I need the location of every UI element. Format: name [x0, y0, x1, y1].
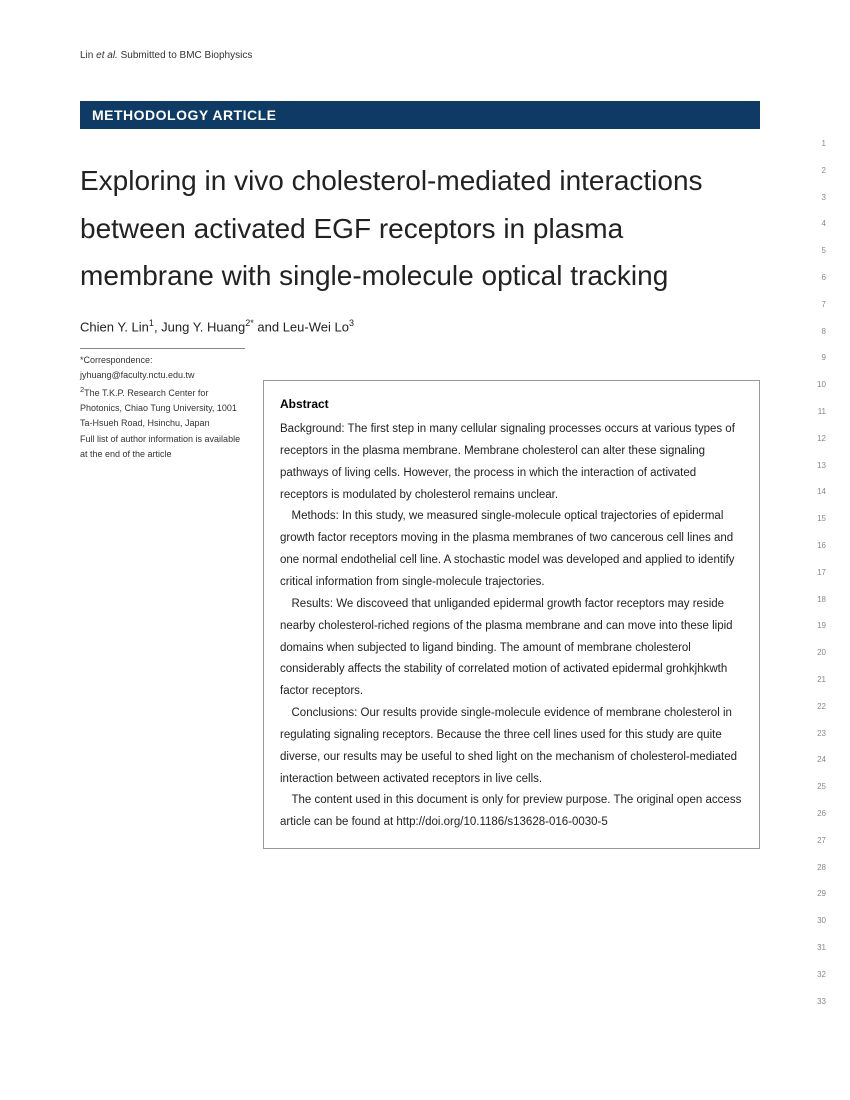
line-number: 21: [817, 676, 826, 703]
article-title: Exploring in vivo cholesterol-mediated i…: [80, 157, 760, 300]
abstract-p2: Methods: In this study, we measured sing…: [280, 506, 743, 593]
article-type-bar: METHODOLOGY ARTICLE: [80, 101, 760, 129]
content: METHODOLOGY ARTICLE Exploring in vivo ch…: [80, 101, 760, 849]
corr-email: jyhuang@faculty.nctu.edu.tw: [80, 370, 195, 380]
line-number: 11: [817, 408, 826, 435]
author-3: Leu-Wei Lo: [283, 319, 349, 334]
line-number: 23: [817, 730, 826, 757]
line-number: 20: [817, 649, 826, 676]
abstract-p3: Results: We discoveed that unliganded ep…: [280, 594, 743, 703]
line-number: 33: [817, 998, 826, 1025]
line-number: 9: [817, 354, 826, 381]
author-3-aff: 3: [349, 318, 354, 328]
line-number: 5: [817, 247, 826, 274]
author-2-aff: 2*: [245, 318, 254, 328]
abstract-p5: The content used in this document is onl…: [280, 790, 743, 834]
correspondence-block: *Correspondence: jyhuang@faculty.nctu.ed…: [80, 348, 245, 462]
line-number: 15: [817, 515, 826, 542]
article-type-label: METHODOLOGY ARTICLE: [92, 107, 277, 123]
line-number: 28: [817, 864, 826, 891]
line-number: 6: [817, 274, 826, 301]
line-number: 25: [817, 783, 826, 810]
abstract-text: Background: The first step in many cellu…: [280, 419, 743, 834]
line-number: 32: [817, 971, 826, 998]
line-number: 26: [817, 810, 826, 837]
line-number: 8: [817, 328, 826, 355]
running-head: Lin et al. Submitted to BMC Biophysics: [80, 50, 790, 61]
line-number: 10: [817, 381, 826, 408]
line-number: 14: [817, 488, 826, 515]
line-number: 1: [817, 140, 826, 167]
line-number: 12: [817, 435, 826, 462]
line-number: 27: [817, 837, 826, 864]
line-number: 17: [817, 569, 826, 596]
line-number: 3: [817, 194, 826, 221]
line-number: 13: [817, 462, 826, 489]
abstract-p4: Conclusions: Our results provide single-…: [280, 703, 743, 790]
corr-note: Full list of author information is avail…: [80, 434, 240, 459]
author-2: Jung Y. Huang: [161, 319, 245, 334]
running-head-note: Submitted to BMC Biophysics: [121, 50, 253, 61]
corr-label: Correspondence:: [84, 355, 153, 365]
line-number: 19: [817, 622, 826, 649]
abstract-heading: Abstract: [280, 397, 743, 411]
line-number: 24: [817, 756, 826, 783]
line-number: 30: [817, 917, 826, 944]
line-number: 16: [817, 542, 826, 569]
running-head-authors: Lin: [80, 50, 93, 61]
abstract-box: Abstract Background: The first step in m…: [263, 380, 760, 849]
line-numbers: 1234567891011121314151617181920212223242…: [817, 140, 826, 1024]
line-number: 4: [817, 220, 826, 247]
line-number: 29: [817, 890, 826, 917]
line-number: 31: [817, 944, 826, 971]
corr-aff-text: The T.K.P. Research Center for Photonics…: [80, 388, 237, 429]
line-number: 18: [817, 596, 826, 623]
author-1: Chien Y. Lin: [80, 319, 149, 334]
line-number: 2: [817, 167, 826, 194]
line-number: 7: [817, 301, 826, 328]
abstract-p1: Background: The first step in many cellu…: [280, 419, 743, 506]
authors-line: Chien Y. Lin1, Jung Y. Huang2* and Leu-W…: [80, 318, 760, 334]
line-number: 22: [817, 703, 826, 730]
below-authors-row: *Correspondence: jyhuang@faculty.nctu.ed…: [80, 348, 760, 849]
running-head-etal: et al.: [96, 50, 118, 61]
author-1-aff: 1: [149, 318, 154, 328]
